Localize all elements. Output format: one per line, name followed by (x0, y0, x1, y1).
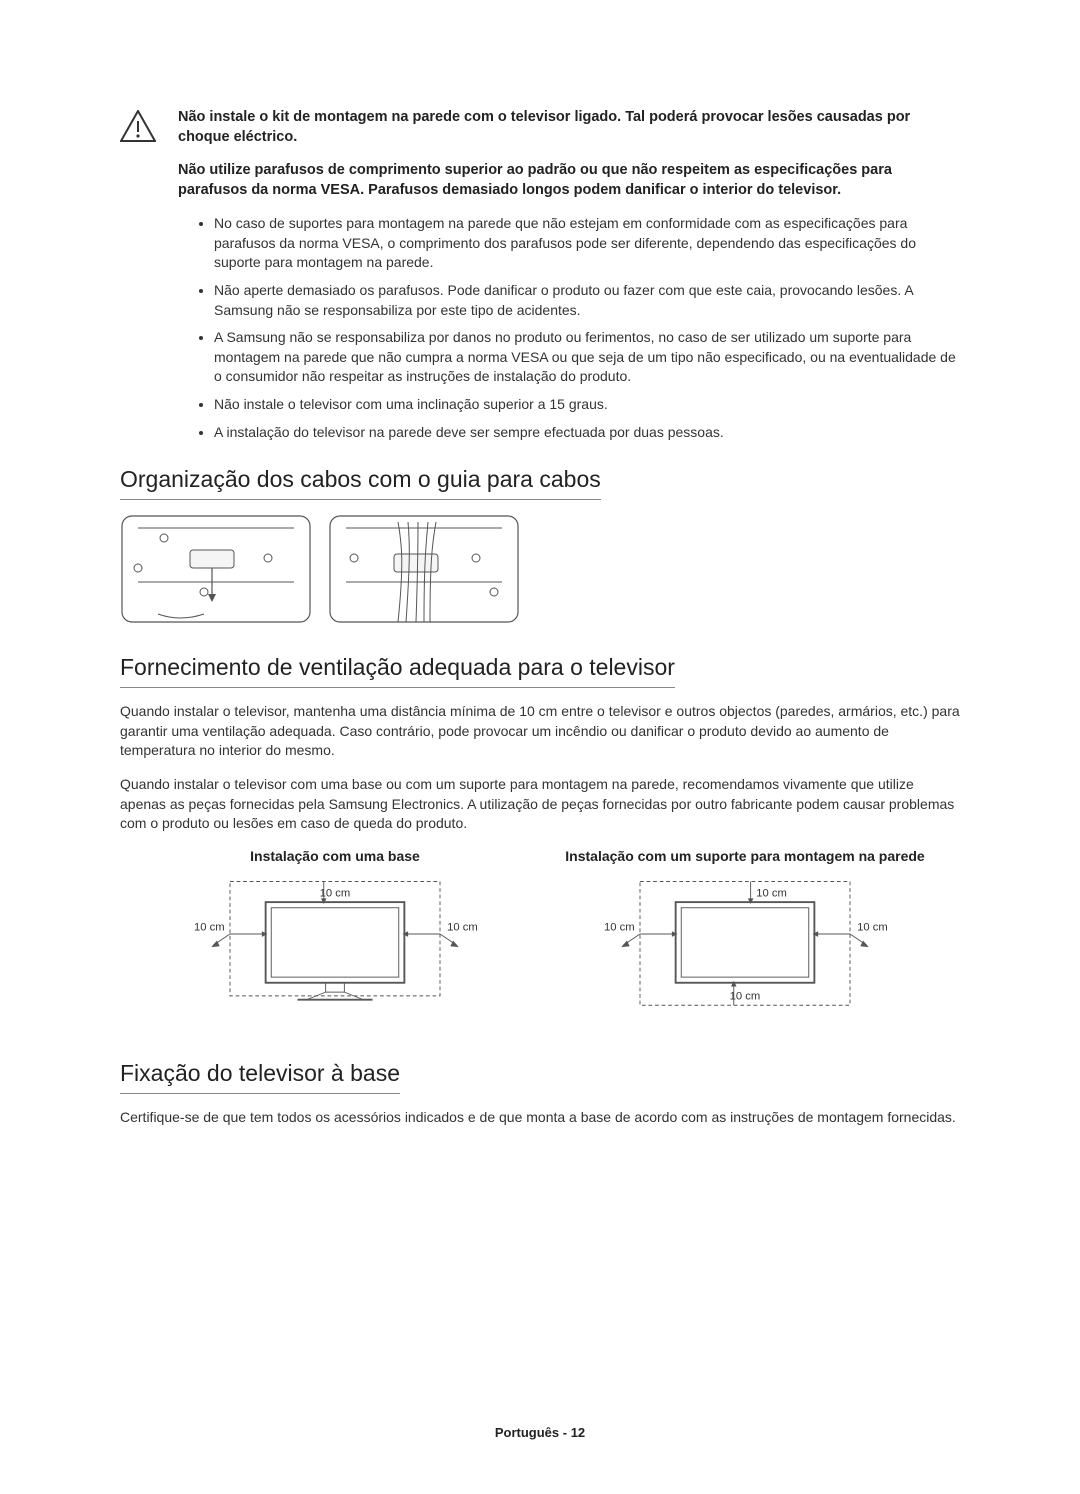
section2-para1: Quando instalar o televisor, mantenha um… (120, 702, 960, 761)
warning-block: Não instale o kit de montagem na parede … (120, 108, 960, 147)
warning-para1: Não instale o kit de montagem na parede … (178, 108, 960, 147)
warning-para2: Não utilize parafusos de comprimento sup… (178, 161, 960, 200)
footer-lang: Português (495, 1425, 559, 1440)
bullet-item: Não instale o televisor com uma inclinaç… (214, 395, 960, 415)
section1-title: Organização dos cabos com o guia para ca… (120, 466, 601, 500)
cable-diagrams (120, 514, 960, 624)
warning-bullets: No caso de suportes para montagem na par… (196, 214, 960, 442)
clearance-right: 10 cm (447, 921, 478, 933)
cable-diagram-right (328, 514, 520, 624)
clearance-right: 10 cm (857, 921, 888, 933)
clearance-left: 10 cm (194, 921, 225, 933)
section-cable-organization: Organização dos cabos com o guia para ca… (120, 466, 960, 624)
section3-para: Certifique-se de que tem todos os acessó… (120, 1108, 960, 1128)
footer-page: 12 (571, 1425, 585, 1440)
install-wall-col: Instalação com um suporte para montagem … (560, 848, 930, 1024)
clearance-bottom: 10 cm (730, 990, 761, 1002)
footer-sep: - (559, 1425, 571, 1440)
install-wall-figure: 10 cm 10 cm 10 cm 10 cm (560, 874, 930, 1024)
install-wall-label: Instalação com um suporte para montagem … (560, 848, 930, 864)
section-ventilation: Fornecimento de ventilação adequada para… (120, 654, 960, 1024)
clearance-left: 10 cm (604, 921, 635, 933)
section-fixing-base: Fixação do televisor à base Certifique-s… (120, 1060, 960, 1128)
install-stand-label: Instalação com uma base (150, 848, 520, 864)
install-diagrams-row: Instalação com uma base 10 cm (120, 848, 960, 1024)
clearance-top: 10 cm (756, 887, 787, 899)
cable-diagram-left (120, 514, 312, 624)
clearance-top: 10 cm (320, 887, 351, 899)
bullet-item: A Samsung não se responsabiliza por dano… (214, 328, 960, 387)
section3-title: Fixação do televisor à base (120, 1060, 400, 1094)
install-stand-figure: 10 cm 10 cm 10 cm (150, 874, 520, 1024)
bullet-item: No caso de suportes para montagem na par… (214, 214, 960, 273)
page-footer: Português - 12 (0, 1425, 1080, 1440)
install-stand-col: Instalação com uma base 10 cm (150, 848, 520, 1024)
warning-icon (120, 110, 156, 142)
section2-para2: Quando instalar o televisor com uma base… (120, 775, 960, 834)
section2-title: Fornecimento de ventilação adequada para… (120, 654, 675, 688)
bullet-item: Não aperte demasiado os parafusos. Pode … (214, 281, 960, 320)
warning-icon-wrap (120, 108, 160, 147)
bullet-item: A instalação do televisor na parede deve… (214, 423, 960, 443)
